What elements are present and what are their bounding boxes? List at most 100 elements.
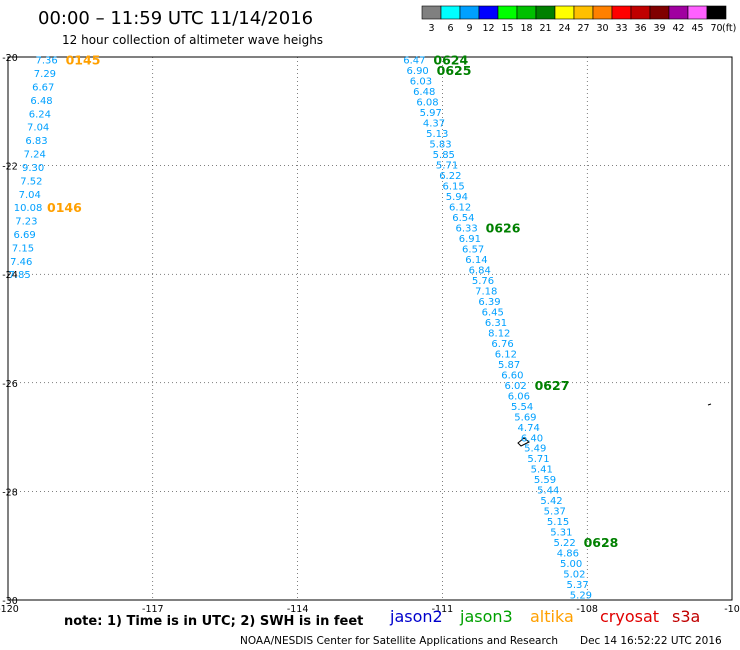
satellite-tracks: 7.36 7.29 6.67 6.48 6.24 7.04 6.83 7.24 9.30 7.52… — [8, 53, 618, 602]
legend-label-39: 39 — [653, 23, 665, 34]
swh-value: 5.29 — [570, 591, 592, 602]
swh-value: 5.31 — [550, 528, 572, 539]
swh-value: 6.24 — [29, 109, 51, 120]
time-label-0146: 0146 — [47, 200, 82, 215]
lon-label-10: -10 — [724, 604, 740, 615]
lat-label-24: -24 — [2, 270, 18, 281]
swh-value: 5.49 — [524, 444, 546, 455]
swh-value: 6.91 — [459, 234, 481, 245]
swh-value: 5.02 — [563, 570, 585, 581]
legend-swatch-39 — [649, 5, 670, 20]
lon-label-120: -120 — [0, 604, 19, 615]
legend-label-24: 24 — [558, 23, 570, 34]
swh-value: 5.37 — [567, 580, 589, 591]
track-east: 6.476.906.036.486.085.974.375.135.835.85… — [403, 53, 618, 602]
legend-label-33: 33 — [615, 23, 627, 34]
swh-value: 5.87 — [498, 360, 520, 371]
swh-value: 8.12 — [488, 328, 510, 339]
legend-label-42: 42 — [672, 23, 684, 34]
time-label-0624: 0624 — [433, 53, 468, 68]
swh-value: 6.12 — [449, 203, 471, 214]
swh-value: 7.15 — [12, 243, 34, 254]
swh-value: 5.44 — [537, 486, 559, 497]
swh-value: 6.83 — [25, 136, 47, 147]
swh-value: 5.71 — [527, 454, 549, 465]
legend-label-30: 30 — [596, 23, 608, 34]
time-label-0628: 0628 — [584, 535, 619, 550]
satellite-jason2: jason2 — [389, 607, 443, 626]
satellite-s3a: s3a — [672, 607, 700, 626]
swh-value: 6.48 — [413, 87, 435, 98]
legend-label-36: 36 — [634, 23, 646, 34]
swh-value: 6.15 — [442, 182, 464, 193]
coastline-fragments — [517, 403, 712, 447]
swh-value: 4.74 — [518, 423, 540, 434]
swh-value: 4.86 — [557, 549, 579, 560]
swh-value: 6.31 — [485, 318, 507, 329]
wave-height-legend: 3 6 9 12 15 18 21 24 27 30 33 36 39 42 45 70 (ft) — [421, 5, 736, 34]
swh-value: 6.22 — [439, 171, 461, 182]
swh-value: 7.04 — [19, 190, 41, 201]
map-frame — [7, 56, 733, 601]
legend-swatch-12 — [478, 5, 499, 20]
swh-value: 5.37 — [544, 507, 566, 518]
swh-value: 5.42 — [540, 496, 562, 507]
legend-swatch-70 — [706, 5, 727, 20]
swh-value: 6.48 — [30, 96, 52, 107]
swh-value: 9.30 — [22, 163, 44, 174]
satellite-legend: jason2 jason3 altika cryosat s3a — [389, 607, 700, 626]
legend-swatch-21 — [535, 5, 556, 20]
swh-value: 6.69 — [14, 230, 36, 241]
swh-value: 7.46 — [10, 257, 32, 268]
swh-value: 6.45 — [482, 307, 504, 318]
swh-value: 6.33 — [456, 224, 478, 235]
satellite-altika: altika — [530, 607, 574, 626]
lon-label-114: -114 — [287, 604, 309, 615]
legend-swatch-30 — [592, 5, 613, 20]
lat-label-26: -26 — [2, 379, 18, 390]
swh-value: 5.59 — [534, 475, 556, 486]
legend-label-9: 9 — [466, 23, 472, 34]
swh-value: 7.24 — [24, 150, 46, 161]
lat-label-20: -20 — [2, 53, 18, 64]
legend-label-15: 15 — [501, 23, 513, 34]
legend-label-21: 21 — [539, 23, 551, 34]
legend-swatch-45 — [687, 5, 708, 20]
swh-value: 6.03 — [410, 77, 432, 88]
legend-swatch-15 — [497, 5, 518, 20]
legend-label-3: 3 — [428, 23, 434, 34]
time-label-0626: 0626 — [486, 221, 521, 236]
swh-value: 6.06 — [508, 391, 530, 402]
legend-unit: (ft) — [722, 23, 736, 34]
longitude-labels: -120 -117 -114 -111 -108 -10 — [0, 604, 740, 615]
swh-value: 5.71 — [436, 161, 458, 172]
swh-value: 7.04 — [27, 123, 49, 134]
swh-value: 5.15 — [547, 517, 569, 528]
swh-value: 6.84 — [469, 265, 491, 276]
swh-value: 6.02 — [504, 381, 526, 392]
swh-value: 6.12 — [495, 349, 517, 360]
legend-swatch-33 — [611, 5, 632, 20]
lat-label-30: -30 — [2, 596, 18, 607]
map-title: 00:00 – 11:59 UTC 11/14/2016 — [38, 8, 313, 29]
legend-swatch-36 — [630, 5, 651, 20]
lat-label-28: -28 — [2, 487, 18, 498]
swh-value: 7.52 — [20, 176, 42, 187]
lon-label-108: -108 — [576, 604, 598, 615]
legend-swatch-42 — [668, 5, 689, 20]
swh-value: 6.08 — [416, 98, 438, 109]
swh-value: 6.57 — [462, 244, 484, 255]
swh-value: 5.97 — [420, 108, 442, 119]
islet-mark — [707, 403, 712, 406]
legend-swatch-27 — [573, 5, 594, 20]
swh-value: 7.36 — [35, 56, 57, 67]
time-label-0627: 0627 — [535, 378, 570, 393]
swh-value: 6.39 — [478, 297, 500, 308]
legend-label-45: 45 — [691, 23, 703, 34]
swh-value: 5.76 — [472, 276, 494, 287]
swh-value: 6.60 — [501, 370, 523, 381]
swh-value: 5.54 — [511, 402, 533, 413]
swh-value: 7.23 — [15, 217, 37, 228]
swh-value: 6.47 — [403, 56, 425, 67]
satellite-cryosat: cryosat — [600, 607, 659, 626]
